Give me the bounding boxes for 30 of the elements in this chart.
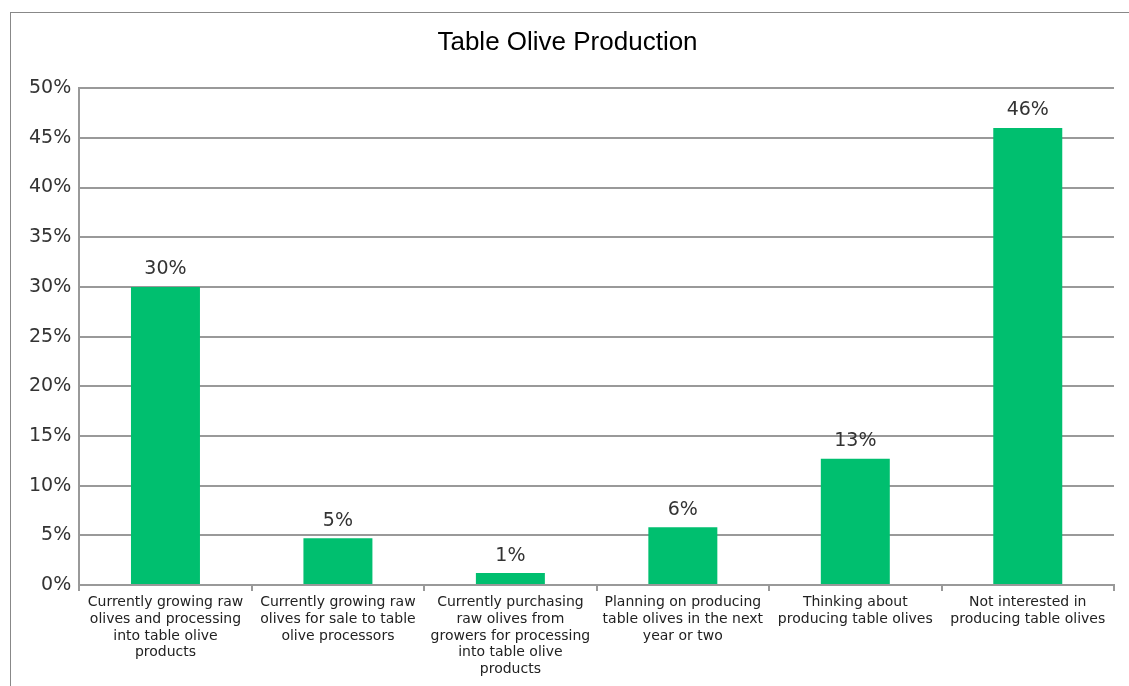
y-tick-label: 20% <box>29 373 72 396</box>
x-tick-label: Planning on producing table olives in the next year or two <box>602 593 764 643</box>
y-tick-label: 50% <box>29 75 72 98</box>
chart-title: Table Olive Production <box>437 25 698 56</box>
bar <box>820 458 890 584</box>
y-tick-label: 0% <box>41 571 72 594</box>
x-tick-label: Currently growing raw olives for sale to table olive processors <box>260 593 416 643</box>
bar <box>303 538 373 584</box>
y-tick-label: 30% <box>29 273 72 296</box>
bar <box>648 527 718 584</box>
data-label: 6% <box>667 496 698 519</box>
bar <box>130 286 200 584</box>
data-label: 46% <box>1006 97 1049 120</box>
x-tick-label: Not interested in producing table olives <box>950 593 1106 626</box>
y-tick-label: 35% <box>29 224 72 247</box>
data-label: 1% <box>495 542 526 565</box>
bar <box>993 127 1063 584</box>
y-tick-label: 25% <box>29 323 72 346</box>
x-tick-label: Thinking about producing table olives <box>777 593 933 626</box>
bar <box>475 573 545 584</box>
y-tick-label: 5% <box>41 522 72 545</box>
y-tick-label: 10% <box>29 472 72 495</box>
y-tick-label: 45% <box>29 124 72 147</box>
y-tick-label: 15% <box>29 422 72 445</box>
data-label: 30% <box>144 256 187 279</box>
x-tick-label: Currently growing raw olives and processing into table olive products <box>87 593 244 660</box>
y-tick-label: 40% <box>29 174 72 197</box>
data-label: 5% <box>322 507 353 530</box>
x-tick-label: Currently purchasing raw olives from growers for processing into table olive products <box>430 593 591 677</box>
data-label: 13% <box>834 428 877 451</box>
